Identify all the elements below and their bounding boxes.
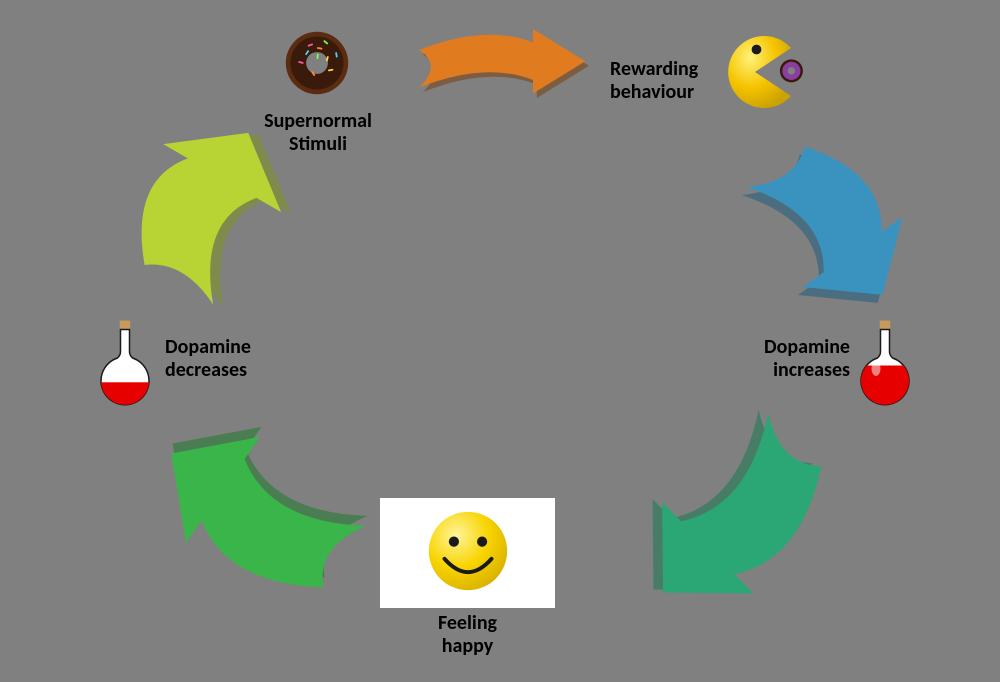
label-feeling-happy: Feeling happy bbox=[400, 612, 535, 658]
arrow-happy-to-dopamine-down bbox=[119, 370, 411, 649]
arrow-supernormal-to-rewarding bbox=[400, 20, 590, 110]
arrow-rewarding-to-dopamine-up bbox=[701, 98, 949, 351]
flask-full-icon bbox=[855, 316, 915, 406]
label-dopamine-increases: Dopamine increases bbox=[720, 336, 850, 382]
label-supernormal-stimuli: Supernormal Stimuli bbox=[228, 110, 408, 156]
arrow-dopamine-up-to-happy bbox=[590, 365, 880, 655]
label-dopamine-decreases: Dopamine decreases bbox=[165, 336, 300, 382]
smiley-face-icon bbox=[421, 504, 515, 603]
cycle-diagram: Supernormal Stimuli Rewarding behaviour … bbox=[0, 0, 1000, 682]
flask-low-icon bbox=[95, 316, 155, 406]
label-rewarding-behaviour: Rewarding behaviour bbox=[610, 58, 760, 104]
smiley-card bbox=[380, 498, 555, 608]
donut-icon bbox=[278, 24, 356, 102]
